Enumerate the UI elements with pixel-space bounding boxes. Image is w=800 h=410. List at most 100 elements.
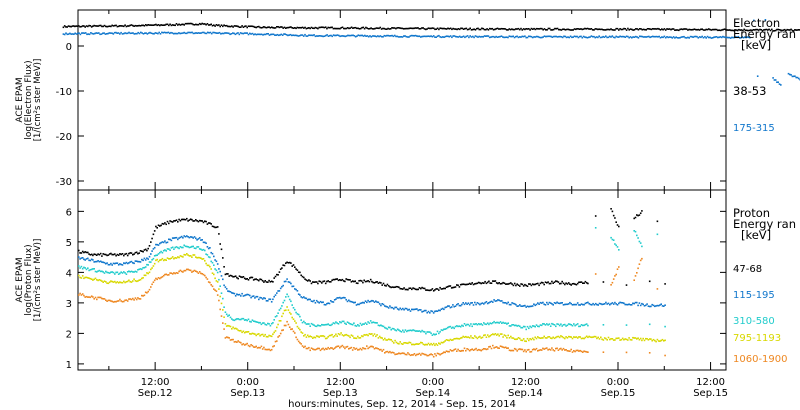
data-point bbox=[166, 220, 169, 223]
data-point bbox=[432, 333, 435, 335]
data-point bbox=[589, 28, 591, 30]
data-point bbox=[89, 296, 92, 299]
data-point bbox=[141, 294, 143, 297]
data-point bbox=[101, 255, 103, 257]
data-point bbox=[312, 281, 314, 283]
data-point bbox=[735, 29, 738, 31]
data-point bbox=[790, 74, 792, 76]
data-point bbox=[565, 303, 567, 306]
data-point bbox=[620, 301, 623, 304]
data-point bbox=[477, 36, 479, 38]
data-point bbox=[148, 271, 151, 274]
data-point bbox=[534, 325, 536, 328]
data-point bbox=[211, 261, 214, 264]
data-point bbox=[407, 309, 409, 311]
data-point bbox=[70, 25, 72, 28]
data-point bbox=[193, 24, 196, 26]
data-point bbox=[285, 27, 287, 29]
data-point bbox=[119, 281, 121, 283]
data-point bbox=[213, 255, 215, 258]
data-point bbox=[111, 300, 113, 303]
data-point bbox=[389, 350, 391, 353]
data-point bbox=[66, 33, 69, 36]
data-point bbox=[332, 27, 335, 30]
data-point bbox=[371, 35, 374, 37]
data-point bbox=[330, 324, 332, 327]
data-point bbox=[611, 338, 614, 340]
data-point bbox=[569, 336, 571, 338]
data-point bbox=[233, 292, 236, 295]
data-point bbox=[336, 322, 338, 324]
data-point bbox=[561, 36, 564, 39]
data-point bbox=[499, 283, 502, 285]
data-point bbox=[760, 29, 763, 31]
data-point bbox=[168, 274, 170, 276]
data-point bbox=[229, 33, 231, 36]
data-point bbox=[357, 34, 360, 36]
data-point bbox=[264, 280, 266, 282]
data-point bbox=[792, 75, 795, 78]
data-point bbox=[371, 299, 373, 302]
data-point bbox=[764, 28, 766, 31]
data-point bbox=[605, 337, 607, 340]
data-point bbox=[504, 302, 507, 304]
data-point bbox=[245, 25, 247, 27]
data-point bbox=[155, 225, 157, 228]
data-point bbox=[304, 26, 306, 29]
data-point bbox=[340, 321, 342, 324]
data-point bbox=[517, 324, 520, 327]
data-point bbox=[218, 288, 220, 290]
data-point bbox=[134, 24, 137, 27]
data-point bbox=[243, 294, 246, 297]
data-point bbox=[242, 276, 245, 278]
data-point bbox=[309, 298, 311, 301]
data-point bbox=[407, 329, 409, 332]
data-point bbox=[606, 303, 608, 305]
data-point bbox=[580, 28, 582, 30]
data-point bbox=[228, 32, 230, 35]
data-point bbox=[326, 323, 328, 326]
data-point bbox=[560, 335, 562, 337]
data-point bbox=[120, 300, 122, 302]
data-point bbox=[224, 323, 227, 325]
data-point bbox=[412, 343, 414, 346]
data-point bbox=[450, 339, 453, 341]
data-point bbox=[159, 259, 161, 261]
data-point bbox=[196, 246, 198, 248]
data-point bbox=[276, 273, 278, 276]
data-point bbox=[94, 260, 97, 263]
data-point bbox=[243, 319, 246, 321]
data-point bbox=[92, 25, 94, 27]
data-point bbox=[116, 32, 118, 34]
data-point bbox=[661, 36, 663, 38]
data-point bbox=[238, 26, 241, 28]
data-point bbox=[159, 277, 161, 280]
data-point bbox=[418, 352, 421, 355]
data-point bbox=[348, 299, 350, 302]
data-point bbox=[321, 26, 323, 28]
data-point bbox=[548, 336, 551, 338]
data-point bbox=[277, 290, 279, 292]
data-point bbox=[191, 236, 193, 238]
data-point bbox=[654, 28, 657, 30]
data-point bbox=[753, 19, 755, 22]
data-point bbox=[477, 27, 479, 30]
data-point bbox=[691, 29, 693, 31]
data-point bbox=[496, 36, 499, 38]
data-point bbox=[187, 254, 189, 256]
data-point bbox=[605, 29, 607, 31]
data-point bbox=[354, 324, 356, 327]
data-point bbox=[399, 330, 401, 332]
x-axis-label: hours:minutes, Sep. 12, 2014 - Sep. 15, … bbox=[288, 399, 516, 410]
data-point bbox=[417, 27, 419, 29]
data-point bbox=[519, 304, 521, 306]
data-point bbox=[377, 348, 380, 350]
data-point bbox=[580, 303, 583, 305]
data-point bbox=[192, 270, 194, 273]
data-point bbox=[403, 287, 405, 289]
data-point bbox=[264, 26, 266, 29]
bottom-legend-310-580: 310-580 bbox=[733, 316, 775, 327]
x-tick-time-label: 0:00 bbox=[236, 377, 258, 388]
data-point bbox=[126, 25, 129, 27]
data-point bbox=[210, 251, 212, 254]
